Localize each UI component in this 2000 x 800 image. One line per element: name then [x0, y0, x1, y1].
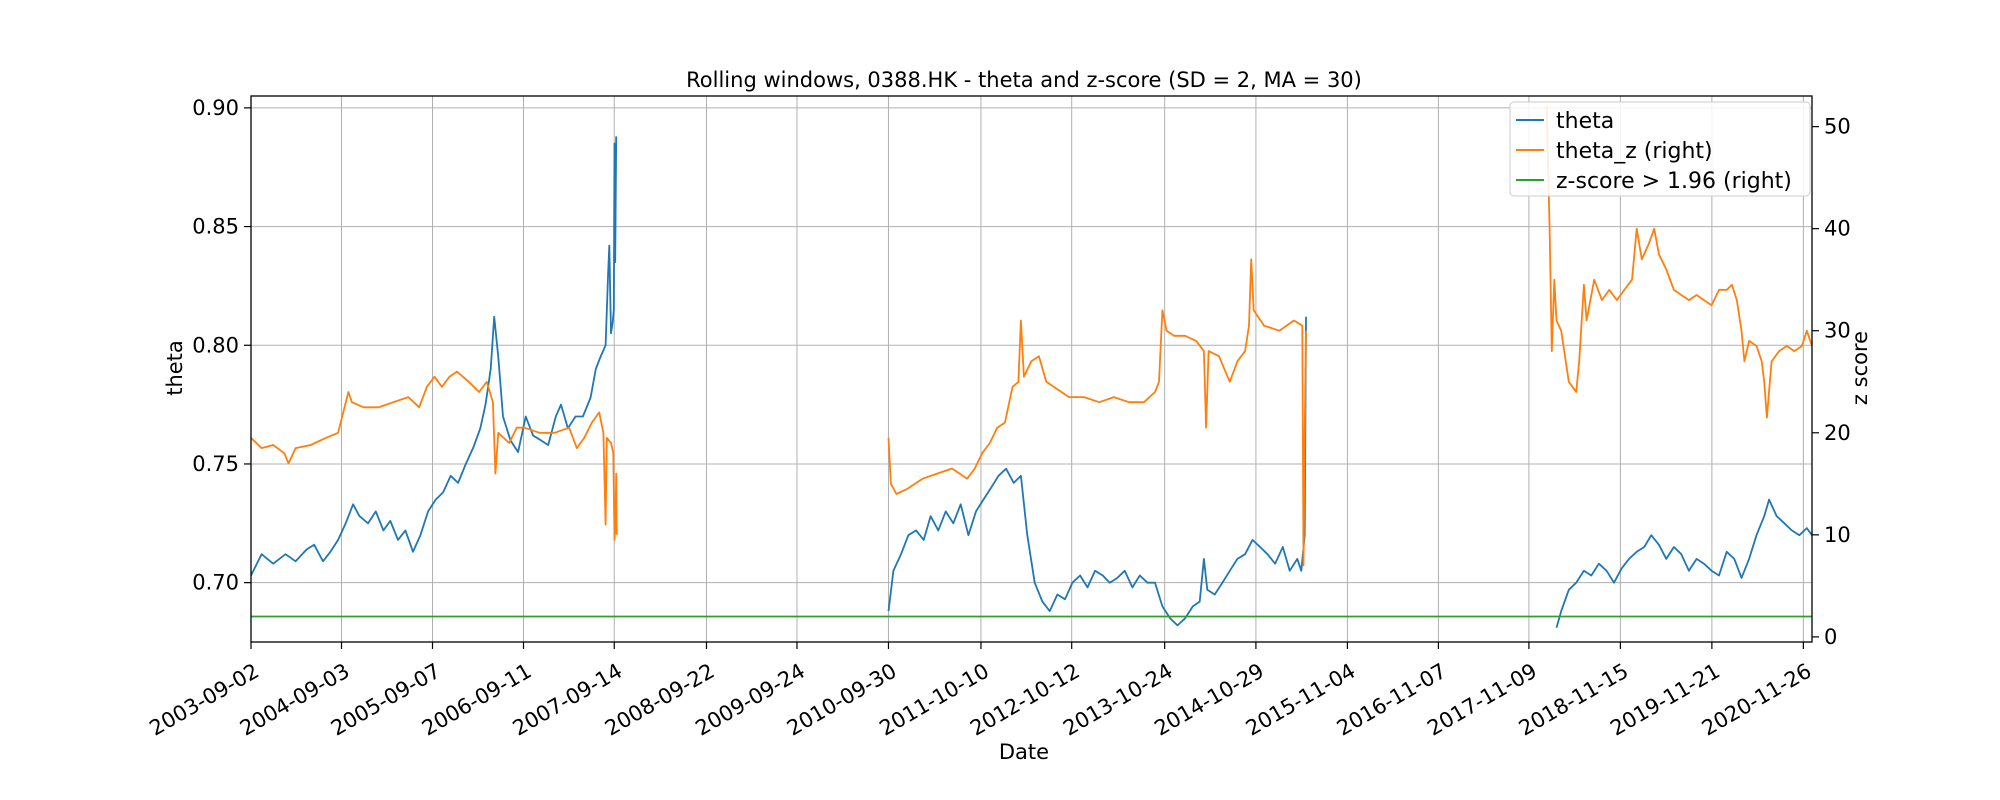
y-tick-label: 0.75 [192, 452, 239, 476]
legend-label: theta [1556, 109, 1614, 134]
y-tick-label: 0.70 [192, 571, 239, 595]
y2-tick-label: 0 [1824, 625, 1837, 649]
y-tick-label: 0.80 [192, 333, 239, 357]
series-line-0-segment-0 [251, 136, 618, 576]
y-axis-left: 0.70 0.75 0.80 0.85 0.90 [192, 96, 251, 595]
plot-frame [250, 95, 1813, 643]
y2-tick-label: 20 [1824, 421, 1851, 445]
series-line-1-segment-0 [251, 370, 618, 541]
legend-label: z-score > 1.96 (right) [1556, 169, 1792, 194]
legend-label: theta_z (right) [1556, 139, 1713, 164]
x-axis-label: Date [999, 740, 1049, 764]
y2-axis-label: z score [1848, 331, 1872, 405]
y2-tick-label: 30 [1824, 319, 1851, 343]
y-tick-label: 0.85 [192, 215, 239, 239]
y2-tick-label: 10 [1824, 523, 1851, 547]
x-axis: 2003-09-022004-09-032005-09-072006-09-11… [145, 642, 1815, 741]
series-line-0-segment-2 [1555, 498, 1812, 629]
series-line-1-segment-2 [1545, 106, 1812, 419]
y-axis-label: theta [163, 340, 187, 396]
y-axis-right: 0 10 20 30 40 50 [1812, 115, 1851, 649]
series-layer [251, 106, 1812, 629]
y2-tick-label: 50 [1824, 115, 1851, 139]
legend: theta theta_z (right) z-score > 1.96 (righ… [1509, 101, 1811, 197]
chart-title: Rolling windows, 0388.HK - theta and z-s… [686, 68, 1362, 92]
legend-box [1509, 101, 1811, 197]
series-line-1-segment-1 [887, 258, 1307, 567]
y2-tick-label: 40 [1824, 217, 1851, 241]
series-line-0-segment-1 [887, 316, 1307, 627]
y-tick-label: 0.90 [192, 96, 239, 120]
